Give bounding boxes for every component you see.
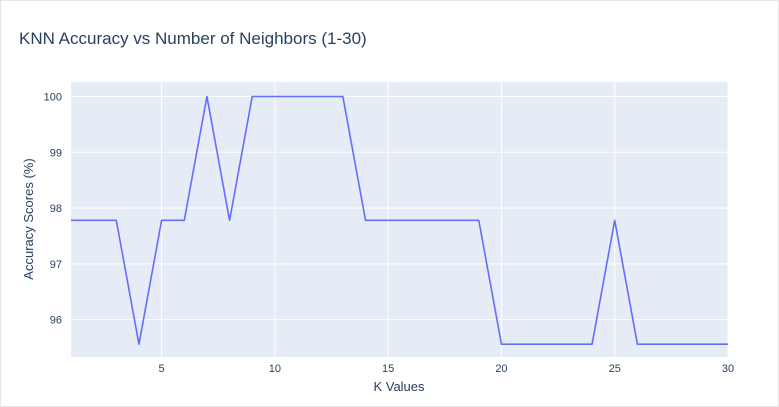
accuracy-line	[71, 95, 728, 345]
x-tick-label: 10	[269, 363, 281, 375]
data-point	[432, 219, 435, 222]
data-point	[523, 343, 526, 346]
y-tick-labels: 96 97 98 99 100	[44, 92, 62, 327]
data-point	[591, 343, 594, 346]
y-tick-label: 98	[50, 203, 62, 215]
x-axis-title: K Values	[373, 379, 425, 394]
data-point	[364, 219, 367, 222]
y-axis-title: Accuracy Scores (%)	[21, 158, 36, 279]
data-point	[659, 343, 662, 346]
x-tick-label: 15	[382, 363, 394, 375]
y-tick-label: 97	[50, 259, 62, 271]
data-point	[568, 343, 571, 346]
x-tick-label: 25	[609, 363, 621, 375]
data-point	[92, 219, 95, 222]
data-point	[409, 219, 412, 222]
plot-area	[71, 82, 728, 357]
chart-title: KNN Accuracy vs Number of Neighbors (1-3…	[19, 29, 367, 48]
y-gridlines	[71, 96, 728, 321]
data-point	[727, 343, 730, 346]
data-point	[500, 343, 503, 346]
y-tick-label: 99	[50, 147, 62, 159]
y-tick-label: 100	[44, 92, 62, 104]
data-point	[70, 219, 73, 222]
data-point	[319, 95, 322, 98]
data-point	[613, 219, 616, 222]
data-point	[477, 219, 480, 222]
data-point	[251, 95, 254, 98]
y-tick-label: 96	[50, 315, 62, 327]
data-point	[681, 343, 684, 346]
data-point	[228, 219, 231, 222]
data-point	[160, 219, 163, 222]
data-point	[387, 219, 390, 222]
data-point	[205, 95, 208, 98]
x-tick-label: 30	[722, 363, 734, 375]
data-point	[183, 219, 186, 222]
data-point	[115, 219, 118, 222]
x-tick-label: 20	[495, 363, 507, 375]
data-point	[455, 219, 458, 222]
x-gridlines	[161, 82, 729, 357]
data-point	[341, 95, 344, 98]
data-point	[636, 343, 639, 346]
data-point	[704, 343, 707, 346]
data-point	[296, 95, 299, 98]
data-point	[273, 95, 276, 98]
x-tick-label: 5	[159, 363, 165, 375]
data-point	[137, 343, 140, 346]
x-tick-labels: 5 10 15 20 25 30	[159, 363, 735, 375]
data-point	[545, 343, 548, 346]
